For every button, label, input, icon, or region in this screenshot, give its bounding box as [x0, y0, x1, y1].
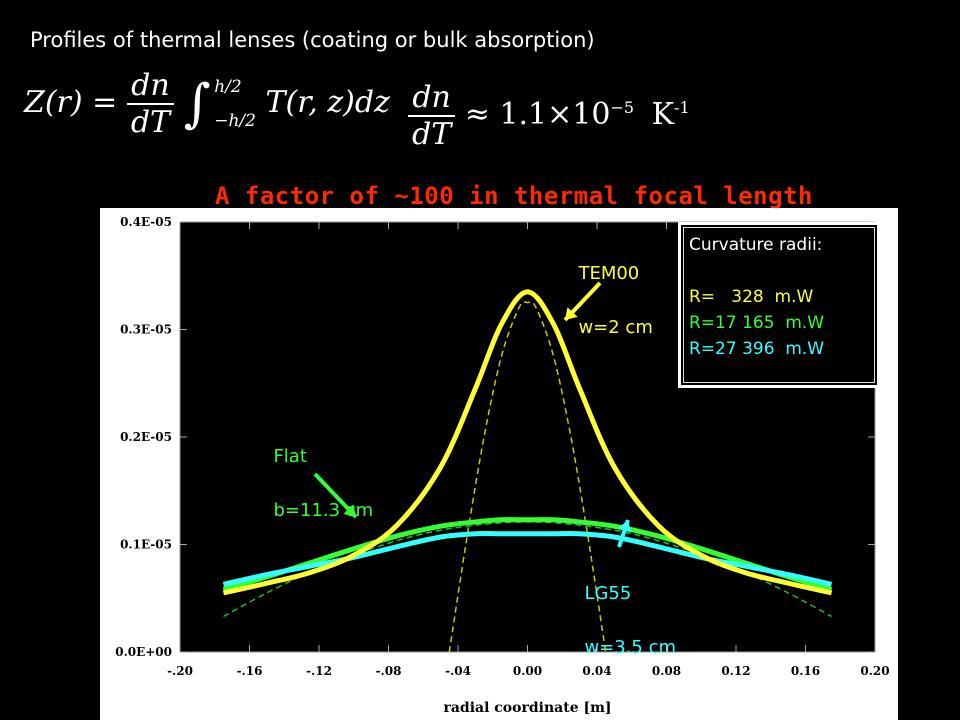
lg55-arrow-head: [617, 520, 632, 533]
tem00-arrow-head: [565, 307, 578, 320]
eq2-num: dn: [408, 80, 456, 117]
x-tick-label: 0.04: [582, 664, 611, 678]
curvature-radii-box: Curvature radii: R= 328 m.W R=17 165 m.W…: [678, 222, 880, 388]
eq1-derivative: dn dT: [126, 68, 175, 140]
annotation-arrows: [313, 281, 632, 548]
eq2-unit: K: [651, 97, 675, 132]
eq2-derivative: dn dT: [408, 80, 456, 152]
x-tick-label: -.04: [445, 664, 471, 678]
equation-dn-dt: dn dT ≈ 1.1×10−5 K-1: [408, 80, 690, 152]
eq1-integrand: T(r, z)dz: [265, 85, 390, 120]
x-tick-label: 0.20: [860, 664, 889, 678]
flat-arrow-head: [343, 504, 356, 517]
legend-radius-lg55: R=27 396 m.W: [689, 339, 825, 359]
eq2-unit-exponent: -1: [674, 98, 690, 117]
legend-radius-tem00: R= 328 m.W: [689, 287, 814, 307]
x-tick-label: -.20: [167, 664, 193, 678]
x-tick-label: 0.00: [513, 664, 542, 678]
y-tick-label: 0.1E-05: [120, 538, 172, 552]
tem00-label: TEM00: [578, 263, 640, 284]
tem00-curve: [222, 289, 833, 596]
equation-z-of-r: Z(r) = dn dT ∫ h/2 −h/2 T(r, z)dz: [24, 68, 390, 140]
tem00-waist: w=2 cm: [578, 317, 653, 338]
lg55-waist: w=3.5 cm: [584, 637, 677, 658]
x-tick-label: -.08: [376, 664, 402, 678]
x-tick-label: -.12: [306, 664, 332, 678]
flat-size: b=11.3 cm: [273, 500, 374, 521]
x-tick-label: 0.12: [721, 664, 750, 678]
flat-curve: [222, 517, 833, 593]
y-tick-label: 0.4E-05: [120, 215, 172, 229]
y-tick-label: 0.3E-05: [120, 323, 172, 337]
eq1-upper-limit: h/2: [214, 77, 242, 97]
tem00-annotation: TEM00 w=2 cm: [567, 233, 653, 341]
eq2-den: dT: [412, 117, 452, 152]
eq1-limits: h/2 −h/2: [214, 70, 256, 138]
eq1-den: dT: [130, 105, 171, 140]
lg55-label: LG55: [584, 583, 632, 604]
x-tick-label: 0.16: [791, 664, 820, 678]
legend-heading: Curvature radii:: [689, 235, 823, 255]
flat-label: Flat: [273, 446, 307, 467]
headline: A factor of ~100 in thermal focal length: [215, 182, 813, 210]
y-axis-label: Excess Optical Path for 1W absorbed [m]: [80, 276, 96, 598]
y-tick-label: 0.0E+00: [115, 645, 172, 659]
y-tick-label: 0.2E-05: [120, 430, 172, 444]
x-axis-label: radial coordinate [m]: [443, 700, 611, 716]
x-tick-label: 0.08: [652, 664, 681, 678]
lg55-annotation: LG55 w=3.5 cm: [573, 553, 676, 661]
data-series: [222, 289, 833, 596]
eq2-exponent: −5: [610, 98, 635, 117]
eq1-num: dn: [126, 68, 175, 105]
eq2-rhs: ≈ 1.1×10: [464, 97, 611, 132]
integral-sign: ∫: [183, 74, 211, 134]
x-tick-label: -.16: [237, 664, 263, 678]
eq1-lhs: Z(r) =: [24, 85, 118, 120]
eq1-lower-limit: −h/2: [214, 111, 256, 131]
slide-title: Profiles of thermal lenses (coating or b…: [30, 28, 595, 52]
legend-radius-flat: R=17 165 m.W: [689, 313, 825, 333]
flat-annotation: Flat b=11.3 cm: [262, 416, 373, 524]
fit-curve-0: [448, 301, 607, 653]
